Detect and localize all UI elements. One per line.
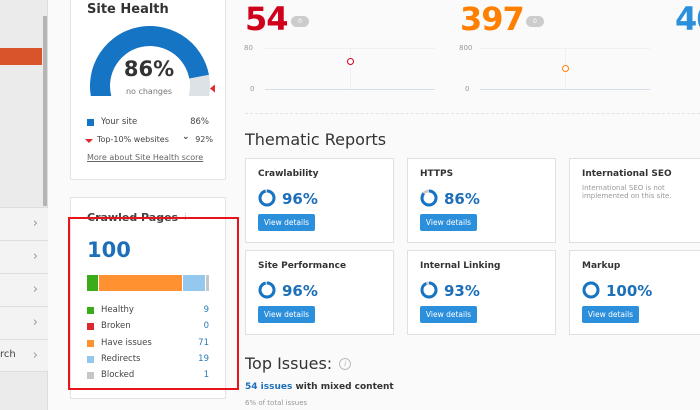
card-title: Markup [582,261,621,271]
sidebar-scrollbar[interactable] [43,16,47,206]
chevron-down-icon[interactable]: ⌄ [182,132,190,142]
progress-ring-icon [582,281,600,299]
thematic-card-crawlability: Crawlability 96% View details [245,158,394,243]
axis-label-max: 800 [459,44,473,52]
chevron-right-icon: › [32,348,38,363]
bar-segment-healthy[interactable] [87,275,98,291]
legend-your-site: Your site 86% [87,116,209,130]
data-point[interactable] [346,57,354,65]
card-title: Site Performance [258,261,347,271]
bar-segment-redirects[interactable] [182,275,205,291]
card-title: HTTPS [420,169,454,179]
crawled-pages-total: 100 [87,238,131,262]
legend-item[interactable]: Redirects 19 [87,353,209,367]
legend-swatch [87,323,94,331]
thematic-card-markup: Markup 100% View details [569,250,700,335]
info-icon[interactable]: i [184,212,187,223]
legend-swatch [87,307,94,314]
marker-line [350,48,351,89]
card-title: Crawlability [258,169,319,179]
info-icon[interactable]: i [339,357,352,370]
metric-value[interactable]: 40 [675,0,700,38]
card-percentage: 96% [282,282,318,300]
legend-item[interactable]: Have issues 71 [87,337,209,351]
thematic-card-international-seo: International SEO International SEO is no… [569,158,700,243]
site-health-card: Site Health 86% no changes Your site 86% … [70,0,226,180]
card-percentage: 86% [444,190,480,208]
card-title: International SEO [582,169,672,179]
axis-label-min: 0 [250,85,255,93]
view-details-button[interactable]: View details [258,214,315,231]
legend-swatch [87,119,94,126]
sidebar-item-research[interactable]: rch › [0,339,48,372]
axis-label-max: 80 [244,44,253,52]
legend-item[interactable]: Broken 0 [87,320,209,334]
card-title: Internal Linking [420,261,501,271]
gauge-benchmark-marker [209,84,215,93]
sidebar-item[interactable]: › [0,306,48,339]
legend-item[interactable]: Blocked 1 [87,369,209,383]
crawled-pages-title: Crawled Pages [87,211,179,224]
site-health-value: 86% [123,57,175,81]
issue-link[interactable]: 54 issues [245,382,293,392]
card-percentage: 93% [444,282,480,300]
divider [245,113,700,114]
crawled-pages-header: Crawled Pages i [87,211,187,224]
chevron-right-icon: › [32,249,38,264]
triangle-marker-icon [85,139,93,143]
progress-ring-icon [420,189,438,207]
top-issue-item: 54 issues with mixed content [245,382,394,392]
site-health-gauge [90,26,215,96]
metric-value[interactable]: 54 [245,0,289,38]
top-issues-title: Top Issues: [245,354,333,373]
thematic-card-site-performance: Site Performance 96% View details [245,250,394,335]
legend-item[interactable]: Healthy 9 [87,304,209,318]
legend-swatch [87,339,94,347]
axis-label-min: 0 [465,85,470,93]
data-point[interactable] [561,65,569,73]
site-health-title: Site Health [87,2,169,17]
x-axis [265,89,435,90]
issue-share: 6% of total issues [245,399,308,407]
progress-ring-icon [258,281,276,299]
legend-top10[interactable]: Top-10% websites ⌄ 92% [85,132,213,148]
view-details-button[interactable]: View details [420,306,477,323]
bar-segment-have-issues[interactable] [98,275,182,291]
bar-segment-blocked[interactable] [206,275,209,291]
top-issues-header: Top Issues: i [245,354,352,373]
thematic-card-https: HTTPS 86% View details [407,158,556,243]
card-note: International SEO is not implemented on … [582,184,672,200]
chevron-right-icon: › [32,315,38,330]
site-health-more-link[interactable]: More about Site Health score [87,153,204,162]
view-details-button[interactable]: View details [582,306,639,323]
legend-swatch [87,355,94,363]
sidebar-active-item[interactable] [0,48,42,65]
sidebar-item[interactable]: › [0,273,48,306]
card-percentage: 96% [282,190,318,208]
sidebar-item[interactable]: › [0,207,48,240]
chevron-right-icon: › [32,216,38,231]
chevron-right-icon: › [32,282,38,297]
x-axis [480,89,650,90]
crawled-pages-bar [87,275,209,291]
sidebar-item[interactable]: › [0,240,48,273]
thematic-reports-title: Thematic Reports [245,130,387,149]
change-badge: 0 [526,16,544,27]
view-details-button[interactable]: View details [258,306,315,323]
change-badge: 0 [291,16,309,27]
site-health-change: no changes [125,87,173,96]
legend-swatch [87,372,94,380]
view-details-button[interactable]: View details [420,214,477,231]
metric-value[interactable]: 397 [460,0,525,38]
card-percentage: 100% [606,282,653,300]
thematic-card-internal-linking: Internal Linking 93% View details [407,250,556,335]
gauge-fill [90,26,209,96]
progress-ring-icon [420,281,438,299]
progress-ring-icon [258,189,276,207]
crawled-pages-card: Crawled Pages i 100 Healthy 9 Broken 0 Have … [70,197,226,399]
